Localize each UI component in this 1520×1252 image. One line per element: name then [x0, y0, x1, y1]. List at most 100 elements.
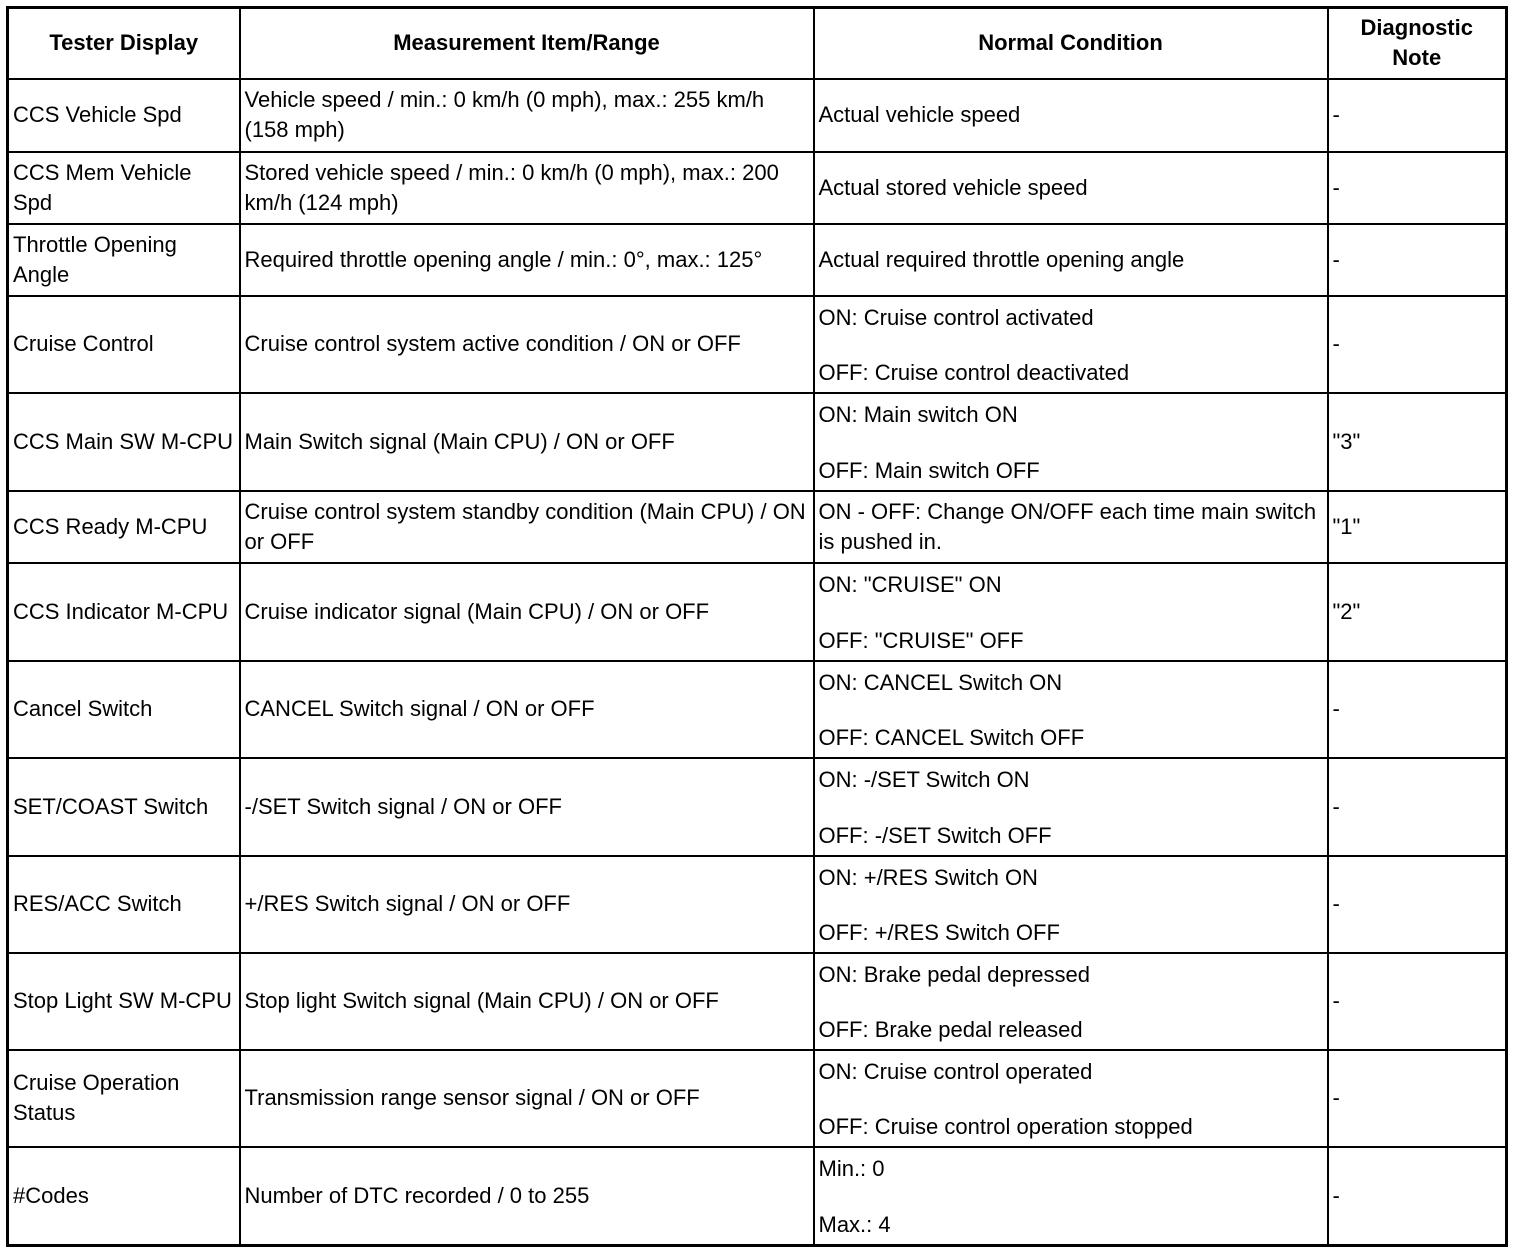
table-row: CCS Ready M-CPU Cruise control system sta…: [6, 489, 1508, 564]
header-diagnostic-note: Diagnostic Note: [1326, 6, 1508, 80]
normal-condition-line: OFF: "CRUISE" OFF: [818, 627, 1024, 653]
tester-display-cell: Stop Light SW M-CPU: [6, 951, 241, 1051]
measurement-cell: +/RES Switch signal / ON or OFF: [238, 854, 815, 954]
tester-display-cell: SET/COAST Switch: [6, 756, 241, 857]
normal-condition-line: ON: Brake pedal depressed: [818, 961, 1091, 987]
normal-condition-lines: ON: "CRUISE" ON OFF: "CRUISE" OFF: [818, 565, 1323, 659]
normal-condition-line: Min.: 0: [818, 1155, 885, 1181]
normal-condition-line: Actual stored vehicle speed: [818, 174, 1088, 200]
normal-condition-lines: ON: CANCEL Switch ON OFF: CANCEL Switch O…: [818, 663, 1323, 756]
normal-condition-cell: Min.: 0 Max.: 4: [812, 1145, 1329, 1246]
normal-condition-cell: ON: CANCEL Switch ON OFF: CANCEL Switch O…: [812, 659, 1329, 759]
diagnostic-note-cell: "3": [1326, 391, 1508, 492]
table-row: Cruise Control Cruise control system acti…: [6, 294, 1508, 394]
normal-condition-line: ON: CANCEL Switch ON: [818, 669, 1063, 695]
header-measurement: Measurement Item/Range: [238, 6, 815, 80]
normal-condition-lines: Min.: 0 Max.: 4: [818, 1148, 1323, 1243]
diagnostic-note-cell: -: [1326, 150, 1508, 225]
table-row: SET/COAST Switch -/SET Switch signal / ON…: [6, 756, 1508, 857]
table-row: CCS Indicator M-CPU Cruise indicator sign…: [6, 561, 1508, 662]
normal-condition-line: Max.: 4: [818, 1211, 891, 1237]
normal-condition-line: OFF: +/RES Switch OFF: [818, 919, 1060, 945]
measurement-cell: -/SET Switch signal / ON or OFF: [238, 756, 815, 857]
normal-condition-cell: ON: Main switch ON OFF: Main switch OFF: [812, 391, 1329, 492]
diagnostic-note-cell: -: [1326, 1048, 1508, 1148]
normal-condition-line: OFF: -/SET Switch OFF: [818, 822, 1052, 848]
tester-display-cell: CCS Vehicle Spd: [6, 77, 241, 153]
table-row: Cruise Operation Status Transmission rang…: [6, 1048, 1508, 1148]
data-monitor-table: Tester Display Measurement Item/Range No…: [6, 6, 1508, 1247]
measurement-cell: Cruise control system active condition /…: [238, 294, 815, 394]
table-row: CCS Mem Vehicle Spd Stored vehicle speed …: [6, 150, 1508, 225]
normal-condition-line: OFF: Cruise control operation stopped: [818, 1113, 1193, 1139]
table-row: #Codes Number of DTC recorded / 0 to 255 M…: [6, 1145, 1508, 1246]
table-row: CCS Main SW M-CPU Main Switch signal (Mai…: [6, 391, 1508, 492]
diagnostic-note-cell: -: [1326, 659, 1508, 759]
normal-condition-line: ON: -/SET Switch ON: [818, 766, 1030, 792]
table-row: Stop Light SW M-CPU Stop light Switch sig…: [6, 951, 1508, 1051]
tester-display-cell: CCS Mem Vehicle Spd: [6, 150, 241, 225]
measurement-cell: Stored vehicle speed / min.: 0 km/h (0 m…: [238, 150, 815, 225]
diagnostic-note-cell: -: [1326, 854, 1508, 954]
normal-condition-line: Actual required throttle opening angle: [818, 246, 1185, 272]
measurement-cell: Required throttle opening angle / min.: …: [238, 222, 815, 297]
normal-condition-cell: ON: Cruise control operated OFF: Cruise c…: [812, 1048, 1329, 1148]
normal-condition-cell: ON: -/SET Switch ON OFF: -/SET Switch OFF: [812, 756, 1329, 857]
tester-display-cell: #Codes: [6, 1145, 241, 1246]
measurement-cell: Cruise indicator signal (Main CPU) / ON …: [238, 561, 815, 662]
normal-condition-cell: Actual vehicle speed: [812, 77, 1329, 153]
header-tester-display: Tester Display: [6, 6, 241, 80]
normal-condition-lines: ON: Cruise control operated OFF: Cruise c…: [818, 1052, 1323, 1145]
normal-condition-line: OFF: Main switch OFF: [818, 457, 1040, 483]
diagnostic-note-cell: -: [1326, 1145, 1508, 1246]
diagnostic-note-cell: -: [1326, 951, 1508, 1051]
table-row: RES/ACC Switch +/RES Switch signal / ON o…: [6, 854, 1508, 954]
normal-condition-lines: ON: Cruise control activated OFF: Cruise …: [818, 298, 1323, 391]
table-row: CCS Vehicle Spd Vehicle speed / min.: 0 k…: [6, 77, 1508, 153]
normal-condition-lines: Actual stored vehicle speed: [819, 173, 1323, 203]
normal-condition-cell: ON - OFF: Change ON/OFF each time main s…: [812, 489, 1329, 564]
normal-condition-lines: Actual vehicle speed: [819, 100, 1323, 130]
measurement-cell: Main Switch signal (Main CPU) / ON or OF…: [238, 391, 815, 492]
measurement-cell: Stop light Switch signal (Main CPU) / ON…: [238, 951, 815, 1051]
normal-condition-line: ON: Cruise control activated: [818, 304, 1094, 330]
normal-condition-cell: ON: "CRUISE" ON OFF: "CRUISE" OFF: [812, 561, 1329, 662]
normal-condition-line: ON: "CRUISE" ON: [818, 571, 1002, 597]
normal-condition-cell: ON: Cruise control activated OFF: Cruise …: [812, 294, 1329, 394]
diagnostic-note-cell: -: [1326, 756, 1508, 857]
normal-condition-cell: ON: Brake pedal depressed OFF: Brake peda…: [812, 951, 1329, 1051]
normal-condition-lines: ON - OFF: Change ON/OFF each time main s…: [819, 497, 1323, 557]
normal-condition-line: ON: Cruise control operated: [818, 1058, 1093, 1084]
table-row: Throttle Opening Angle Required throttle …: [6, 222, 1508, 297]
normal-condition-lines: ON: -/SET Switch ON OFF: -/SET Switch OFF: [818, 760, 1323, 854]
normal-condition-lines: ON: Main switch ON OFF: Main switch OFF: [818, 395, 1323, 489]
normal-condition-cell: Actual stored vehicle speed: [812, 150, 1329, 225]
diagnostic-note-cell: "1": [1326, 489, 1508, 564]
diagnostic-note-cell: "2": [1326, 561, 1508, 662]
header-normal-condition: Normal Condition: [812, 6, 1329, 80]
tester-display-cell: CCS Ready M-CPU: [6, 489, 241, 564]
tester-display-cell: Throttle Opening Angle: [6, 222, 241, 297]
normal-condition-lines: Actual required throttle opening angle: [819, 245, 1323, 275]
measurement-cell: Vehicle speed / min.: 0 km/h (0 mph), ma…: [238, 77, 815, 153]
normal-condition-line: ON - OFF: Change ON/OFF each time main s…: [818, 498, 1317, 554]
tester-display-cell: Cruise Control: [6, 294, 241, 394]
normal-condition-cell: Actual required throttle opening angle: [812, 222, 1329, 297]
normal-condition-line: OFF: CANCEL Switch OFF: [818, 724, 1085, 750]
measurement-cell: Number of DTC recorded / 0 to 255: [238, 1145, 815, 1246]
normal-condition-line: ON: +/RES Switch ON: [818, 864, 1038, 890]
measurement-cell: Cruise control system standby condition …: [238, 489, 815, 564]
normal-condition-lines: ON: Brake pedal depressed OFF: Brake peda…: [818, 955, 1323, 1048]
table-row: Cancel Switch CANCEL Switch signal / ON o…: [6, 659, 1508, 759]
tester-display-cell: CCS Indicator M-CPU: [6, 561, 241, 662]
tester-display-cell: Cruise Operation Status: [6, 1048, 241, 1148]
tester-display-cell: RES/ACC Switch: [6, 854, 241, 954]
diagnostic-note-cell: -: [1326, 222, 1508, 297]
measurement-cell: CANCEL Switch signal / ON or OFF: [238, 659, 815, 759]
measurement-cell: Transmission range sensor signal / ON or…: [238, 1048, 815, 1148]
tester-display-cell: Cancel Switch: [6, 659, 241, 759]
normal-condition-line: Actual vehicle speed: [818, 102, 1021, 127]
normal-condition-lines: ON: +/RES Switch ON OFF: +/RES Switch OFF: [818, 858, 1323, 951]
diagnostic-note-cell: -: [1326, 77, 1508, 153]
diagnostic-note-cell: -: [1326, 294, 1508, 394]
